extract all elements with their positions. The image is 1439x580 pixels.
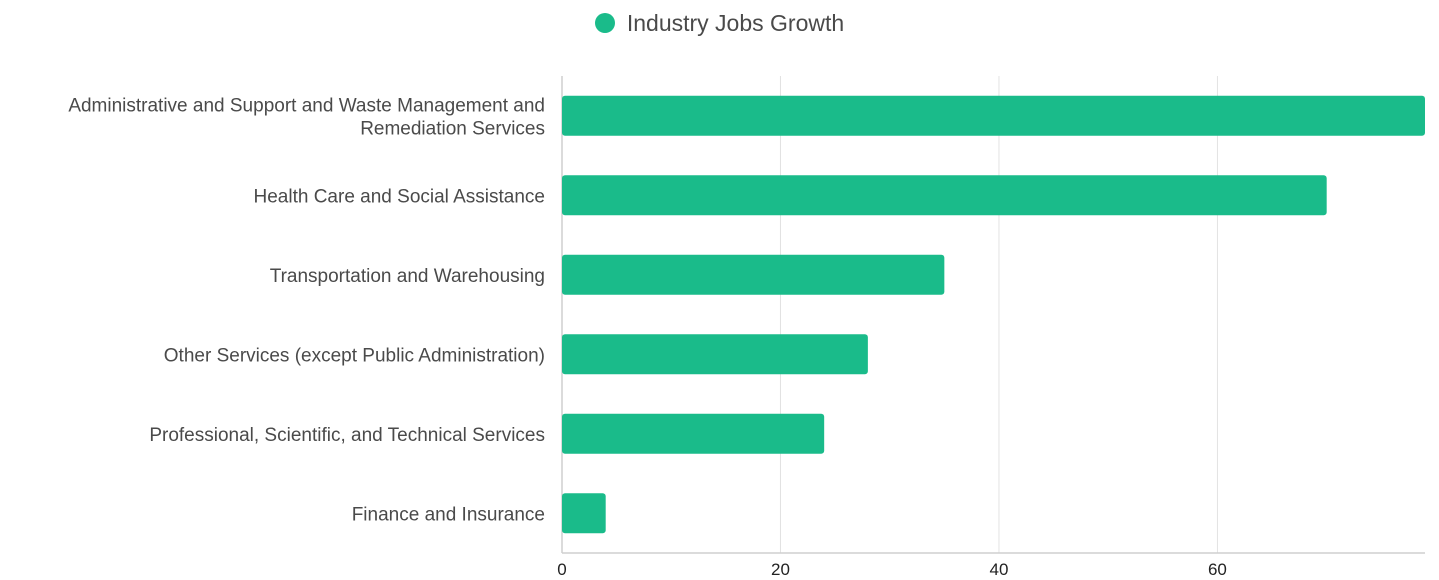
category-label: Professional, Scientific, and Technical … xyxy=(149,425,545,446)
bar xyxy=(562,493,606,534)
category-label-line: Transportation and Warehousing xyxy=(270,266,545,287)
category-label-line: Health Care and Social Assistance xyxy=(254,186,546,207)
category-label: Transportation and Warehousing xyxy=(270,266,545,287)
category-label: Finance and Insurance xyxy=(352,504,545,525)
bar xyxy=(562,413,825,454)
bar xyxy=(562,95,1425,136)
bar xyxy=(562,254,945,295)
category-label-line: Administrative and Support and Waste Man… xyxy=(68,95,545,116)
category-label: Administrative and Support and Waste Man… xyxy=(68,95,545,139)
bar xyxy=(562,334,868,375)
x-tick-label: 60 xyxy=(1208,560,1227,579)
bar xyxy=(562,175,1327,216)
legend-label: Industry Jobs Growth xyxy=(626,9,845,36)
category-label-line: Finance and Insurance xyxy=(352,504,545,525)
legend-swatch xyxy=(594,13,615,33)
x-tick-label: 40 xyxy=(990,560,1009,579)
legend: Industry Jobs Growth xyxy=(0,8,1439,38)
category-label: Other Services (except Public Administra… xyxy=(164,345,545,366)
category-label-line: Professional, Scientific, and Technical … xyxy=(149,425,545,446)
x-tick-label: 0 xyxy=(557,560,566,579)
category-label: Health Care and Social Assistance xyxy=(254,186,546,207)
x-tick-label: 20 xyxy=(771,560,790,579)
category-label-line: Other Services (except Public Administra… xyxy=(164,345,545,366)
category-label-line: Remediation Services xyxy=(360,118,545,139)
